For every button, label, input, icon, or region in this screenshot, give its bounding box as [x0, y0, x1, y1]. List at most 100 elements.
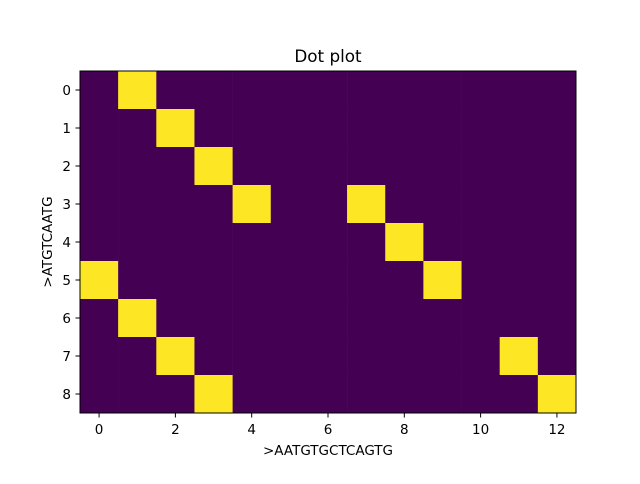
y-tick-label: 7 [62, 349, 71, 365]
empty-cell [118, 223, 157, 262]
empty-cell [232, 109, 272, 148]
empty-cell [308, 109, 348, 148]
y-tick-label: 6 [62, 311, 71, 327]
y-tick-label: 4 [62, 235, 71, 251]
empty-cell [423, 223, 462, 262]
empty-cell [461, 109, 500, 148]
empty-cell [385, 71, 424, 110]
empty-cell [385, 261, 424, 300]
empty-cell [308, 223, 348, 262]
empty-cell [499, 147, 539, 186]
empty-cell [461, 337, 500, 376]
empty-cell [194, 337, 233, 376]
empty-cell [194, 261, 233, 300]
empty-cell [156, 71, 195, 110]
match-cell [118, 299, 157, 338]
empty-cell [461, 223, 500, 262]
empty-cell [232, 299, 272, 338]
empty-cell [156, 223, 195, 262]
empty-cell [461, 299, 500, 338]
empty-cell [347, 109, 386, 148]
y-axis-label: >ATGTCAATG [40, 196, 56, 287]
empty-cell [118, 185, 157, 224]
x-axis-label: >AATGTGCTCAGTG [263, 443, 393, 459]
empty-cell [194, 71, 233, 110]
empty-cell [537, 185, 577, 224]
match-cell [194, 375, 233, 414]
empty-cell [80, 71, 119, 110]
empty-cell [461, 185, 500, 224]
x-tick-label: 12 [548, 422, 565, 438]
empty-cell [308, 185, 348, 224]
y-tick-label: 5 [62, 273, 71, 289]
empty-cell [232, 71, 272, 110]
empty-cell [118, 337, 157, 376]
empty-cell [347, 223, 386, 262]
empty-cell [461, 375, 500, 414]
x-tick-label: 10 [472, 422, 489, 438]
empty-cell [270, 375, 310, 414]
match-cell [156, 109, 195, 148]
match-cell [385, 223, 424, 262]
y-tick-label: 1 [62, 121, 71, 137]
empty-cell [499, 109, 539, 148]
empty-cell [308, 71, 348, 110]
match-cell [537, 375, 577, 414]
match-cell [118, 71, 157, 110]
empty-cell [347, 337, 386, 376]
empty-cell [461, 261, 500, 300]
empty-cell [80, 223, 119, 262]
empty-cell [156, 147, 195, 186]
empty-cell [423, 375, 462, 414]
empty-cell [232, 223, 272, 262]
empty-cell [537, 71, 577, 110]
empty-cell [118, 109, 157, 148]
empty-cell [308, 261, 348, 300]
y-tick-label: 3 [62, 197, 71, 213]
empty-cell [232, 375, 272, 414]
empty-cell [347, 71, 386, 110]
heatmap-cells [80, 71, 577, 414]
empty-cell [270, 185, 310, 224]
x-axis: 0 2 4 6 8 10 12 [95, 413, 566, 438]
empty-cell [270, 261, 310, 300]
x-tick-label: 6 [324, 422, 333, 438]
x-tick-label: 8 [400, 422, 409, 438]
empty-cell [308, 337, 348, 376]
empty-cell [308, 299, 348, 338]
empty-cell [423, 109, 462, 148]
match-cell [194, 147, 233, 186]
empty-cell [194, 299, 233, 338]
y-tick-label: 0 [62, 83, 71, 99]
empty-cell [270, 71, 310, 110]
match-cell [499, 337, 539, 376]
empty-cell [308, 147, 348, 186]
empty-cell [232, 337, 272, 376]
empty-cell [499, 261, 539, 300]
empty-cell [308, 375, 348, 414]
chart-title: Dot plot [294, 46, 362, 66]
empty-cell [537, 299, 577, 338]
empty-cell [156, 299, 195, 338]
empty-cell [537, 223, 577, 262]
empty-cell [80, 299, 119, 338]
empty-cell [270, 337, 310, 376]
empty-cell [80, 147, 119, 186]
empty-cell [80, 185, 119, 224]
y-axis: 0 1 2 3 4 5 6 7 8 [62, 83, 80, 403]
empty-cell [385, 109, 424, 148]
match-cell [156, 337, 195, 376]
empty-cell [385, 185, 424, 224]
empty-cell [499, 223, 539, 262]
empty-cell [537, 337, 577, 376]
empty-cell [270, 109, 310, 148]
empty-cell [423, 185, 462, 224]
empty-cell [385, 337, 424, 376]
empty-cell [537, 147, 577, 186]
empty-cell [118, 147, 157, 186]
x-tick-label: 4 [247, 422, 256, 438]
empty-cell [270, 147, 310, 186]
match-cell [347, 185, 386, 224]
